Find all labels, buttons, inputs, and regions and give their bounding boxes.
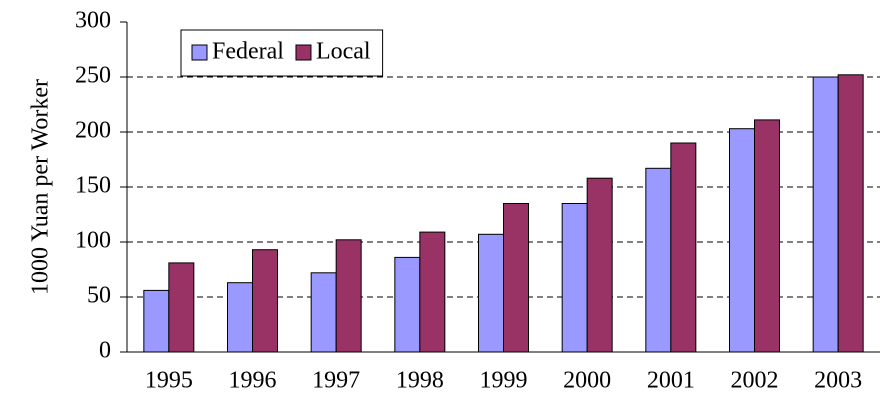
bar [310,272,337,353]
bar [227,282,253,353]
bar [670,142,697,353]
x-tick-label: 1996 [229,368,277,394]
bar [394,256,421,353]
x-tick-label: 1999 [480,368,528,394]
bar [586,177,613,353]
bar [252,249,278,353]
x-tick-label: 2003 [814,368,862,394]
y-tick-label: 300 [75,8,111,34]
bar [837,74,864,353]
legend-box [180,29,384,77]
bar [729,128,755,353]
legend: Federal Local [180,29,384,77]
legend-swatch [191,44,208,61]
y-tick-label: 250 [75,63,111,89]
bar [503,203,529,353]
x-tick-label: 1995 [145,368,193,394]
x-tick-label: 1998 [396,368,444,394]
legend-label: Local [316,39,371,65]
bar [168,262,195,353]
x-tick-label: 2000 [563,368,611,394]
y-axis-title: 1000 Yuan per Worker [28,79,54,295]
y-tick-label: 50 [87,283,111,309]
bar [419,231,446,353]
x-tick-label: 1997 [312,368,360,394]
x-tick-label: 2002 [731,368,779,394]
bar [478,233,504,353]
y-tick-label: 0 [99,338,111,364]
bar [812,76,839,353]
y-tick-label: 200 [75,118,111,144]
bar [143,289,170,353]
legend-swatch [295,44,312,61]
bar [645,167,672,353]
bar [335,239,362,353]
legend-label: Federal [212,39,284,65]
bar [561,203,588,353]
bar [754,119,780,353]
x-tick-label: 2001 [647,368,695,394]
y-tick-label: 100 [75,228,111,254]
y-tick-label: 150 [75,173,111,199]
